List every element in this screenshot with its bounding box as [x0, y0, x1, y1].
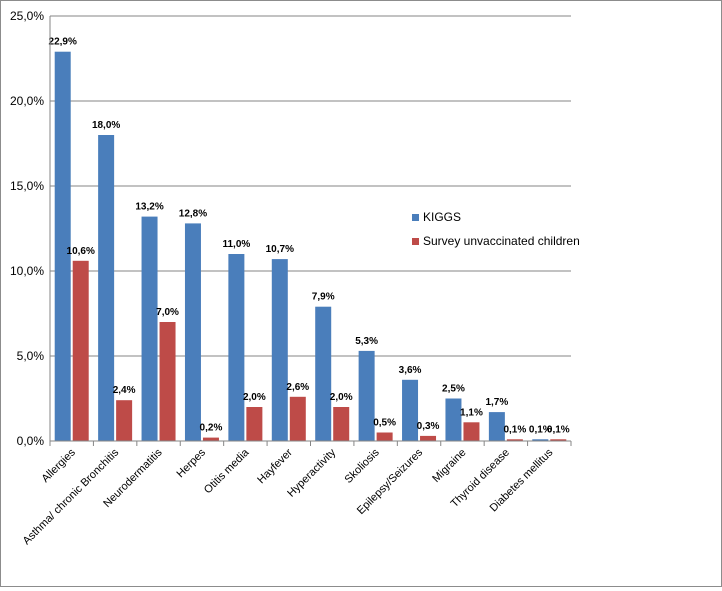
bars — [54, 51, 567, 441]
data-label: 0,5% — [373, 418, 396, 429]
bar-kiggs — [402, 379, 419, 441]
data-label: 2,4% — [113, 385, 136, 396]
data-label: 0,1% — [547, 424, 570, 435]
data-labels: 22,9% 18,0% 13,2% 12,8% 11,0% 10,7% 7,9% 5,3% 3,… — [49, 37, 570, 436]
bar-kiggs — [54, 51, 71, 441]
bar-survey — [116, 400, 133, 441]
data-label: 2,0% — [243, 392, 266, 403]
legend: KIGGS Survey unvaccinated children — [412, 210, 580, 248]
bar-survey — [289, 396, 306, 441]
data-label: 2,5% — [442, 384, 465, 395]
bar-kiggs — [271, 259, 288, 441]
bar-kiggs — [315, 306, 332, 441]
data-label: 1,1% — [460, 407, 483, 418]
bar-kiggs — [184, 223, 201, 441]
y-tick-label: 15,0% — [10, 179, 44, 193]
data-label: 0,3% — [417, 421, 440, 432]
category-label: Otitis media — [202, 446, 252, 496]
gridlines — [50, 15, 571, 357]
category-label: Migraine — [430, 447, 468, 485]
bar-kiggs — [228, 254, 245, 441]
y-tick-label: 5,0% — [17, 349, 45, 363]
data-label: 1,7% — [485, 397, 508, 408]
category-label: Hayfever — [255, 446, 295, 486]
data-label: 7,0% — [156, 307, 179, 318]
data-label: 0,1% — [529, 424, 552, 435]
y-tick-label: 25,0% — [10, 9, 44, 23]
category-label: Allergies — [40, 446, 79, 485]
bar-survey — [506, 439, 523, 441]
legend-label: Survey unvaccinated children — [423, 234, 580, 248]
bar-survey — [376, 432, 393, 441]
legend-label: KIGGS — [423, 210, 461, 224]
data-label: 7,9% — [312, 292, 335, 303]
data-label: 2,0% — [330, 392, 353, 403]
data-label: 2,6% — [286, 382, 309, 393]
axes: 0,0%5,0%10,0%15,0%20,0%25,0%AllergiesAst… — [10, 9, 572, 547]
data-label: 10,7% — [266, 244, 294, 255]
bar-survey — [550, 439, 567, 441]
data-label: 5,3% — [355, 336, 378, 347]
bar-survey — [202, 437, 219, 441]
y-tick-label: 20,0% — [10, 94, 44, 108]
bar-kiggs — [532, 439, 549, 441]
data-label: 12,8% — [179, 208, 207, 219]
data-label: 10,6% — [67, 246, 95, 257]
bar-survey — [159, 322, 176, 441]
bar-kiggs — [358, 350, 375, 441]
y-tick-label: 0,0% — [17, 434, 45, 448]
bar-survey — [463, 422, 480, 441]
bar-kiggs — [488, 412, 505, 441]
bar-survey — [72, 260, 89, 441]
bar-survey — [333, 407, 350, 441]
bar-kiggs — [98, 135, 115, 441]
bar-kiggs — [445, 398, 462, 441]
data-label: 0,2% — [200, 423, 223, 434]
data-label: 0,1% — [503, 424, 526, 435]
data-label: 22,9% — [49, 37, 77, 48]
legend-swatch — [412, 238, 419, 245]
y-tick-label: 10,0% — [10, 264, 44, 278]
data-label: 18,0% — [92, 120, 120, 131]
data-label: 13,2% — [135, 202, 163, 213]
category-label: Skoliosis — [343, 446, 383, 486]
bar-survey — [420, 435, 437, 441]
data-label: 3,6% — [399, 365, 422, 376]
category-label: Herpes — [175, 446, 209, 480]
bar-survey — [246, 407, 263, 441]
bar-kiggs — [141, 216, 158, 441]
data-label: 11,0% — [222, 239, 250, 250]
legend-swatch — [412, 214, 419, 221]
